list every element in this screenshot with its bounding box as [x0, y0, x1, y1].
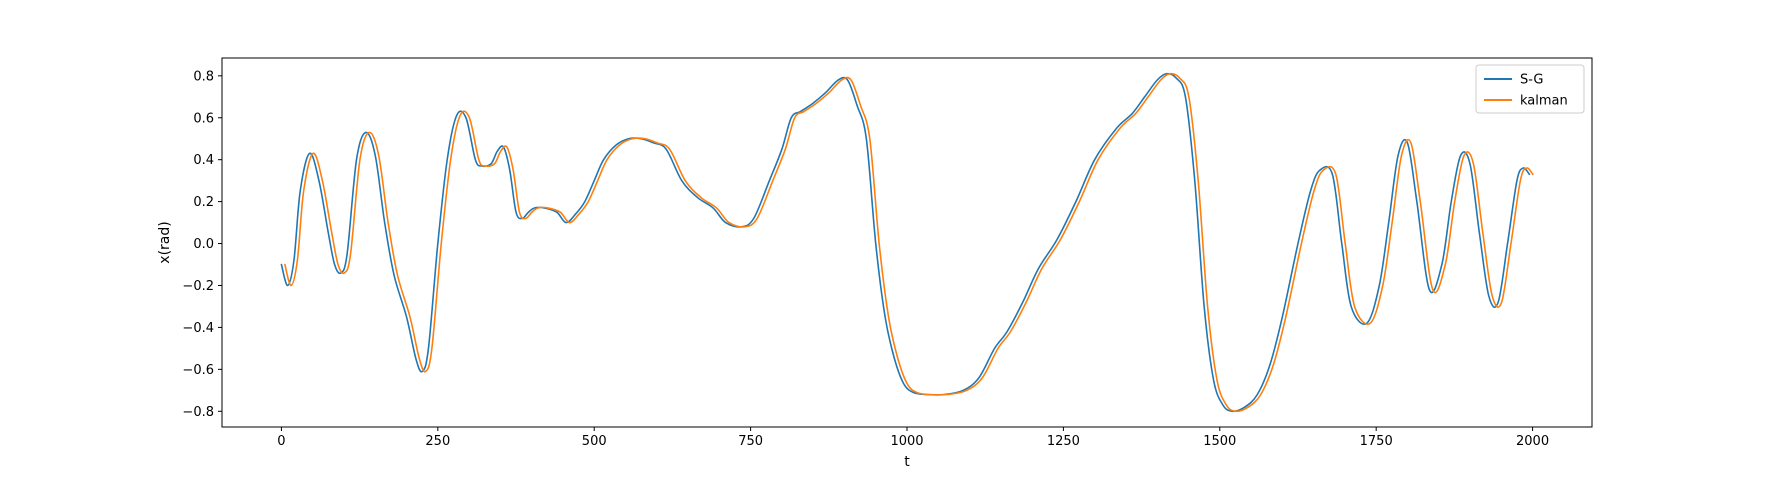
- x-tick-label: 0: [277, 434, 285, 449]
- y-tick-label: −0.8: [182, 405, 214, 420]
- legend-label: S-G: [1520, 73, 1544, 88]
- series-line-kalman: [284, 72, 1534, 413]
- y-tick-label: 0.8: [193, 69, 214, 84]
- x-tick-label: 2000: [1516, 434, 1549, 449]
- legend: S-G kalman: [1475, 64, 1585, 114]
- y-tick-label: −0.6: [182, 363, 214, 378]
- x-tick-label: 1750: [1360, 434, 1393, 449]
- x-tick-label: 1500: [1203, 434, 1236, 449]
- x-tick-label: 750: [738, 434, 763, 449]
- x-tick-label: 1000: [890, 434, 923, 449]
- y-tick-label: −0.2: [182, 279, 214, 294]
- y-tick-label: 0.0: [193, 237, 214, 252]
- y-tick-label: 0.2: [193, 195, 214, 210]
- series-line-s-g: [280, 72, 1531, 413]
- y-tick-label: 0.6: [193, 111, 214, 126]
- y-tick-label: −0.4: [182, 321, 214, 336]
- x-tick-label: 1250: [1047, 434, 1080, 449]
- y-tick-label: 0.4: [193, 153, 214, 168]
- x-tick-label: 250: [425, 434, 450, 449]
- legend-label: kalman: [1520, 94, 1568, 109]
- x-axis-label: t: [904, 454, 910, 470]
- y-axis-label: x(rad): [157, 221, 173, 263]
- x-tick-label: 500: [582, 434, 607, 449]
